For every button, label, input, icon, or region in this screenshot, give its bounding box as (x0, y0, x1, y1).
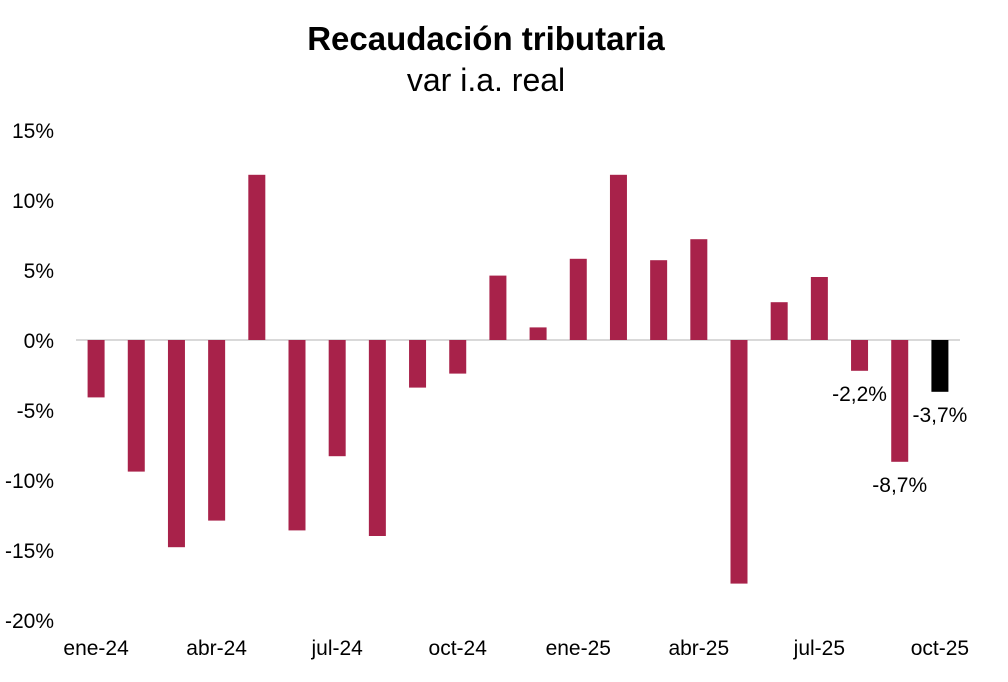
bar (409, 340, 427, 388)
y-tick-label: 0% (24, 330, 54, 353)
bar (690, 239, 708, 340)
bar (810, 277, 828, 340)
bar (770, 302, 788, 340)
bar (248, 174, 266, 340)
y-tick-label: 10% (12, 190, 54, 213)
x-tick-label: ene-25 (546, 637, 611, 660)
chart-subtitle: var i.a. real (406, 62, 566, 98)
y-tick-label: -5% (17, 400, 54, 423)
bar (931, 340, 949, 392)
bar (609, 174, 627, 340)
bar (529, 327, 547, 340)
x-tick-label: abr-25 (668, 637, 729, 660)
y-tick-label: 5% (24, 260, 54, 283)
x-tick-label: jul-24 (310, 637, 363, 660)
chart-title: Recaudación tributaria (307, 20, 665, 57)
y-tick-label: -10% (5, 470, 54, 493)
bar (650, 260, 668, 340)
bar (489, 275, 507, 340)
bar (127, 340, 145, 472)
bar (208, 340, 226, 521)
bar (167, 340, 185, 548)
y-tick-label: -15% (5, 540, 54, 563)
bar (730, 340, 748, 584)
bar (891, 340, 909, 462)
x-tick-label: ene-24 (63, 637, 129, 660)
bar (449, 340, 467, 374)
bar (87, 340, 105, 398)
data-label: -8,7% (872, 474, 927, 497)
bar (569, 258, 587, 340)
bar (368, 340, 386, 536)
bar (328, 340, 346, 457)
data-label: -3,7% (912, 404, 967, 427)
bar (288, 340, 306, 531)
x-tick-label: jul-25 (793, 637, 845, 660)
x-tick-label: oct-25 (911, 637, 969, 660)
y-tick-label: -20% (5, 610, 54, 633)
y-tick-label: 15% (12, 120, 54, 143)
data-label: -2,2% (832, 383, 887, 406)
x-tick-label: abr-24 (186, 637, 247, 660)
bar (851, 340, 869, 371)
x-tick-label: oct-24 (429, 637, 488, 660)
